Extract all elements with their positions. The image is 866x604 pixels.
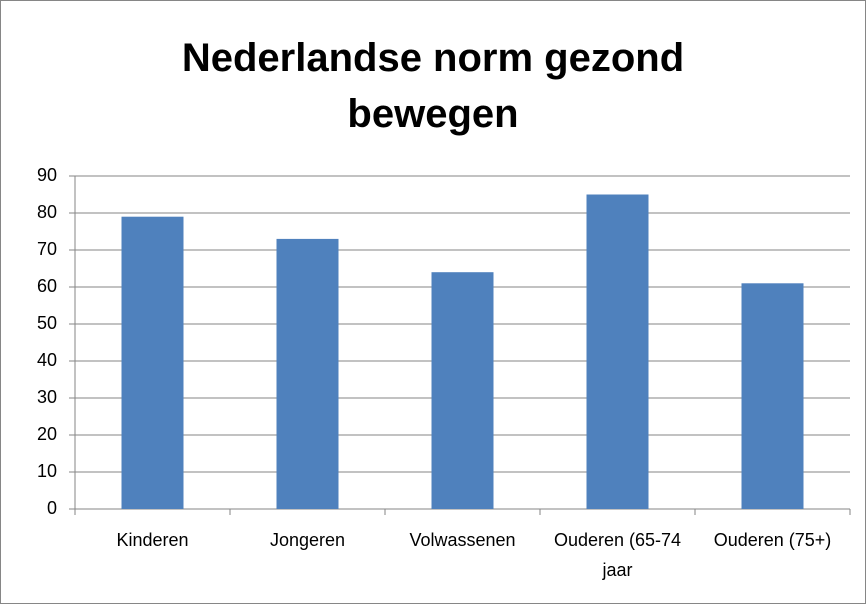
- bar: [121, 216, 184, 509]
- y-tick-label: 80: [37, 202, 57, 222]
- x-tick-label: Ouderen (75+): [713, 530, 832, 550]
- y-tick-label: 30: [37, 387, 57, 407]
- bar: [741, 283, 804, 509]
- bar: [586, 194, 649, 509]
- x-tick-label: Ouderen (65-74 jaar: [553, 530, 682, 580]
- x-tick-label: Jongeren: [269, 530, 346, 550]
- y-tick-label: 90: [37, 165, 57, 185]
- y-tick-label: 10: [37, 461, 57, 481]
- y-tick-label: 40: [37, 350, 57, 370]
- y-tick-label: 20: [37, 424, 57, 444]
- y-tick-label: 60: [37, 276, 57, 296]
- y-tick-label: 70: [37, 239, 57, 259]
- x-tick-label: Volwassenen: [409, 530, 516, 550]
- bar: [276, 238, 339, 509]
- bar: [431, 272, 494, 509]
- chart-title: Nederlandse norm gezond bewegen: [181, 36, 685, 136]
- y-tick-label: 50: [37, 313, 57, 333]
- x-tick-label: Kinderen: [116, 530, 189, 550]
- y-tick-label: 0: [47, 498, 57, 518]
